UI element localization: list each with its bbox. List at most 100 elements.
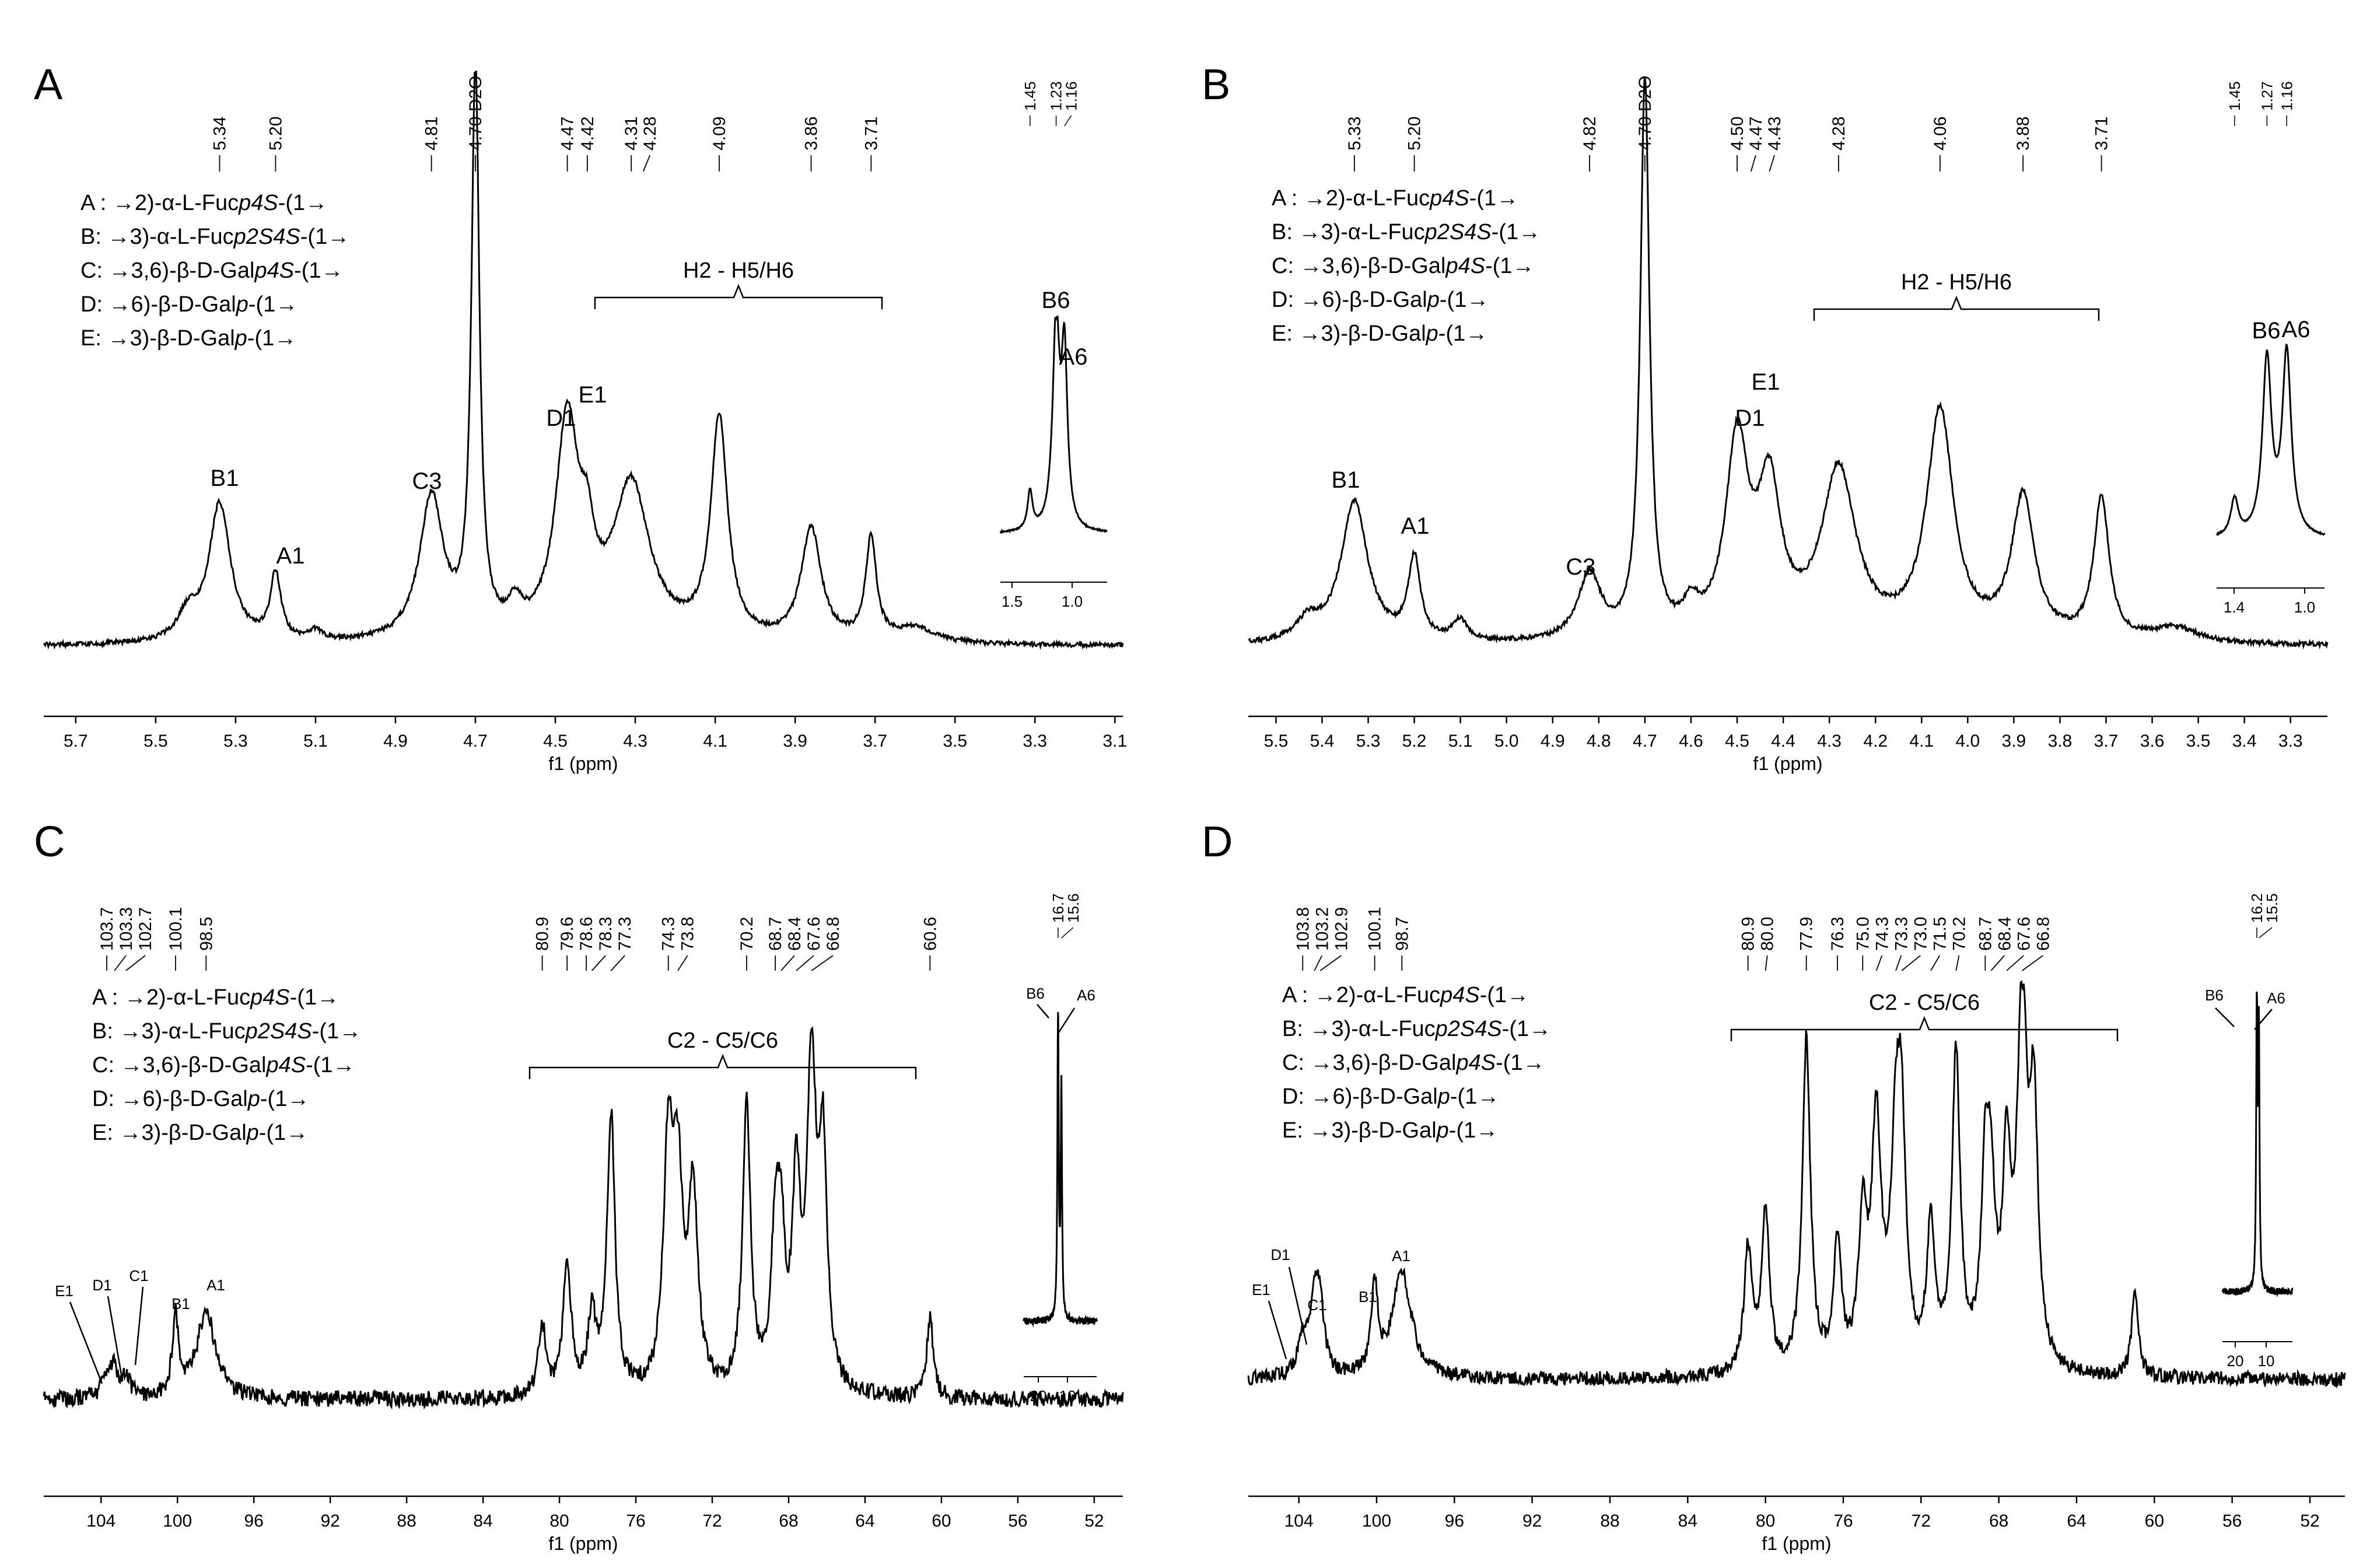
region-label: H2 - H5/H6 (1901, 270, 2012, 295)
peak-shift-label: 5.34 (210, 117, 229, 150)
peak-leader-line (1955, 955, 1960, 971)
peak-shift-label: 66.8 (2033, 917, 2053, 951)
panel-letter: B (1202, 60, 1230, 108)
inset-trace (999, 314, 1108, 534)
x-tick-label: 3.9 (783, 732, 807, 751)
region-bracket (594, 284, 883, 309)
peak-shift-label: 80.9 (1739, 917, 1758, 951)
peak-shift-label: 103.2 (1312, 907, 1332, 951)
peak-shift-label: 4.50 (1728, 117, 1747, 150)
x-tick-label: 80 (549, 1511, 569, 1531)
peak-shift-label: 100.1 (1366, 907, 1385, 951)
spectrum-trace (1248, 75, 2329, 650)
x-tick-label: 3.5 (2186, 732, 2211, 751)
inset-peak-shift-label: 1.45 (2226, 81, 2243, 111)
peak-shift-label: 68.4 (785, 917, 804, 951)
peak-shift-label: 98.5 (197, 917, 216, 951)
peak-leader-line (811, 955, 834, 971)
peak-assignment-label: B1 (211, 466, 239, 491)
x-tick-label: 52 (1084, 1511, 1104, 1531)
peak-assignment-label: D1 (546, 405, 576, 431)
residue-legend: A : →2)-α-L-Fucp4S-(1→ B: →3)-α-L-Fucp2S4… (1282, 983, 1551, 1143)
spectrum-trace (1247, 980, 2346, 1389)
peak-leader-line (591, 955, 606, 971)
peak-shift-label: 74.3 (659, 917, 678, 951)
inset-peak-shift-label: 1.23 (1048, 81, 1065, 111)
x-tick-label: 100 (163, 1511, 192, 1531)
panel-letter: C (34, 817, 65, 866)
x-tick-label: 52 (2300, 1511, 2319, 1531)
x-tick-label: 88 (397, 1511, 416, 1531)
x-tick-label: 4.1 (1909, 732, 1934, 751)
x-tick-label: 64 (2067, 1511, 2086, 1531)
x-tick-label: 4.7 (463, 732, 488, 751)
peak-shift-label: 60.6 (920, 917, 940, 951)
peak-shift-label: 102.7 (136, 907, 155, 951)
peak-leader-line (610, 955, 625, 971)
panel-b: B 5.5 5.4 5.3 5.2 5.1 5.0 4.9 4.8 4.7 4.6 4.5 4.4 4.3… (1202, 60, 2329, 774)
peak-shift-label: 75.0 (1853, 917, 1872, 951)
legend-entry: C: →3,6)-β-D-Galp4S-(1→ (92, 1053, 355, 1077)
peak-leader-line (2006, 955, 2024, 971)
peak-shift-label: 4.70 D2O (466, 76, 485, 150)
x-tick-label: 68 (1989, 1511, 2008, 1531)
peak-shift-label: 102.9 (1332, 907, 1351, 951)
inset-arrow (1037, 1004, 1049, 1019)
peak-assignment-label: E1 (579, 382, 607, 408)
residue-legend: A : →2)-α-L-Fucp4S-(1→ B: →3)-α-L-Fucp2S4… (1272, 186, 1541, 346)
inset-peak-shift-label: 1.27 (2258, 81, 2276, 111)
inset-spectrum: 20 10 B6 A6 16.215.5 (2205, 893, 2294, 1370)
peak-assignment-label: C3 (1566, 554, 1595, 580)
inset-trace (1023, 1012, 1098, 1328)
peak-shift-label: 77.3 (615, 917, 635, 951)
peak-leader-line (780, 955, 795, 971)
inset-assignment-label: B6 (1026, 985, 1045, 1002)
inset-assignment-label: B6 (2252, 318, 2281, 344)
inset-peak-leader (2259, 927, 2273, 939)
peak-shift-label: 70.2 (1949, 917, 1969, 951)
spectrum-trace (43, 70, 1124, 650)
peak-leader-line (677, 955, 688, 971)
inset-trace (2215, 343, 2326, 536)
x-tick-label: 4.2 (1863, 732, 1888, 751)
inset-assignment-label: A6 (2267, 989, 2285, 1007)
peak-assignment-label: E1 (1252, 1281, 1270, 1298)
peak-assignment-label: D1 (92, 1276, 111, 1294)
peak-shift-label: 78.6 (577, 917, 596, 951)
peak-leader-line (125, 955, 146, 971)
peak-shift-label: 4.47 (1746, 117, 1766, 150)
region-label: H2 - H5/H6 (683, 258, 794, 283)
legend-entry: A : →2)-α-L-Fucp4S-(1→ (1272, 186, 1518, 211)
x-tick-label: 3.8 (2048, 732, 2073, 751)
x-tick-label: 3.3 (2278, 732, 2303, 751)
peak-shift-label: 66.8 (824, 917, 843, 951)
inset-trace (2221, 991, 2294, 1298)
x-tick-label: 96 (1445, 1511, 1464, 1531)
peak-shift-label: 4.42 (578, 117, 597, 150)
x-tick-label: 84 (473, 1511, 492, 1531)
peak-shift-label: 4.70 D2O (1636, 76, 1655, 150)
x-tick-label: 4.8 (1587, 732, 1611, 751)
x-tick-label: 92 (1522, 1511, 1542, 1531)
x-tick-label: 104 (86, 1511, 115, 1531)
panel-a: A 5.7 5.5 5.3 5.1 4.9 4.7 4.5 4.3 4.1 3.9 3.7 3.5 3.3… (34, 60, 1127, 774)
legend-entry: E: →3)-β-D-Galp-(1→ (1272, 321, 1487, 346)
x-axis-label: f1 (ppm) (548, 1533, 618, 1554)
residue-legend: A : →2)-α-L-Fucp4S-(1→ B: →3)-α-L-Fucp2S4… (92, 985, 361, 1145)
legend-entry: D: →6)-β-D-Galp-(1→ (92, 1087, 309, 1111)
x-tick-label: 5.1 (303, 732, 328, 751)
peak-shift-label: 103.8 (1293, 907, 1312, 951)
x-tick-label: 5.3 (223, 732, 248, 751)
assignment-arrow (1288, 1266, 1308, 1345)
inset-assignment-label: A6 (1059, 344, 1088, 370)
peak-leader-line (1990, 955, 2005, 971)
x-tick-label: 5.1 (1448, 732, 1473, 751)
x-tick-label: 100 (1362, 1511, 1391, 1531)
x-tick-label: 3.4 (2232, 732, 2257, 751)
region-label: C2 - C5/C6 (1869, 991, 1980, 1015)
peak-shift-label: 5.20 (1405, 117, 1424, 150)
legend-entry: D: →6)-β-D-Galp-(1→ (80, 292, 297, 317)
peak-shift-label: 4.09 (710, 117, 729, 150)
legend-entry: C: →3,6)-β-D-Galp4S-(1→ (80, 258, 344, 283)
